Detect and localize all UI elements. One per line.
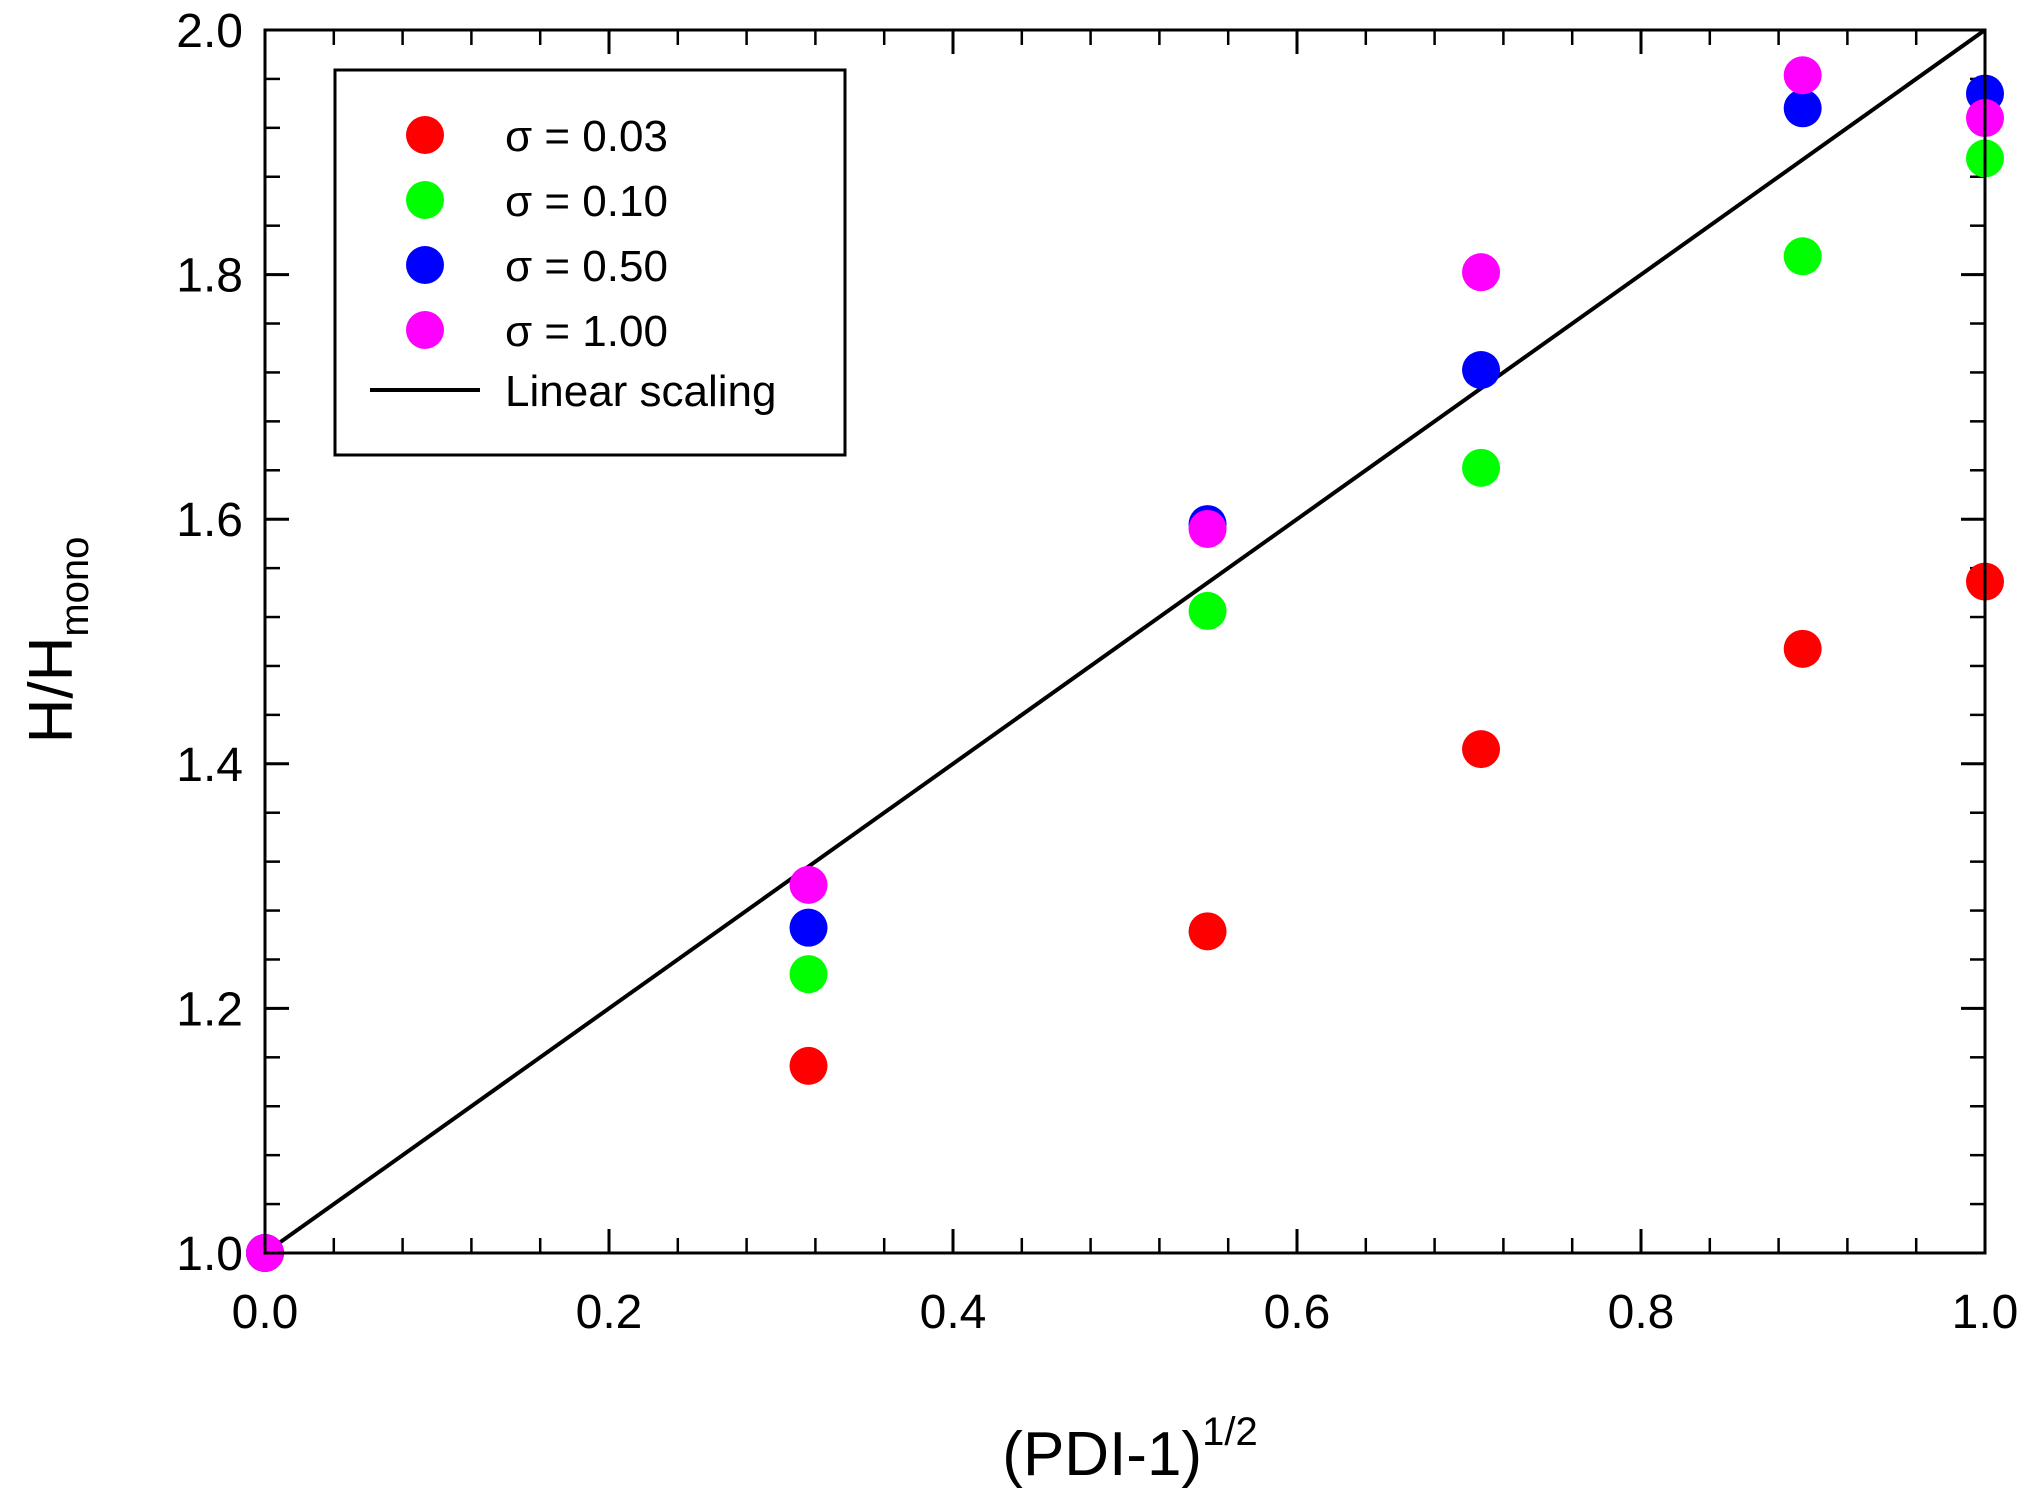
data-point-series-4 (1462, 253, 1501, 292)
data-point-series-1 (1783, 629, 1822, 668)
x-tick-label: 0.2 (576, 1286, 643, 1339)
data-points (246, 56, 2004, 1272)
x-tick-label: 0.8 (1608, 1286, 1675, 1339)
legend-entries: σ = 0.03 σ = 0.10 σ = 0.50 σ = 1.00 Linear s… (370, 112, 777, 416)
x-axis-title-sup: 1/2 (1202, 1410, 1258, 1454)
data-point-series-3 (789, 908, 828, 947)
data-point-series-3 (1462, 350, 1501, 389)
data-point-series-2 (1783, 237, 1822, 276)
legend-marker (406, 246, 444, 284)
y-tick-label: 1.8 (176, 250, 243, 303)
y-tick-label: 1.6 (176, 494, 243, 547)
plot-area-frame (263, 28, 1987, 1255)
x-tick-label: 1.0 (1952, 1286, 2019, 1339)
data-point-series-4 (1783, 56, 1822, 95)
y-tick-label: 1.0 (176, 1228, 243, 1281)
data-point-series-3 (1783, 89, 1822, 128)
x-tick-labels: 0.0 0.2 0.4 0.6 0.8 1.0 (232, 1286, 2019, 1339)
y-tick-label: 1.2 (176, 983, 243, 1036)
linear-scaling-line (263, 28, 1987, 1255)
legend-label: σ = 1.00 (505, 307, 668, 356)
data-point-series-2 (789, 955, 828, 994)
data-point-series-2 (1462, 448, 1501, 487)
legend-marker (406, 311, 444, 349)
legend-label: Linear scaling (505, 367, 777, 416)
legend-marker (406, 181, 444, 219)
x-tick-label: 0.0 (232, 1286, 299, 1339)
y-tick-label: 2.0 (176, 5, 243, 58)
data-point-series-1 (789, 1046, 828, 1085)
x-axis-title-base: (PDI-1) (1002, 1420, 1202, 1489)
x-tick-label: 0.6 (1264, 1286, 1331, 1339)
y-tick-labels: 1.0 1.2 1.4 1.6 1.8 2.0 (176, 5, 243, 1281)
legend-label: σ = 0.03 (505, 112, 668, 161)
legend: σ = 0.03 σ = 0.10 σ = 0.50 σ = 1.00 Linear s… (333, 68, 847, 457)
reference-line-layer (263, 28, 1987, 1255)
y-axis-title-sub: mono (53, 537, 97, 637)
legend-label: σ = 0.50 (505, 242, 668, 291)
legend-label: σ = 0.10 (505, 177, 668, 226)
data-point-series-4 (789, 865, 828, 904)
data-point-series-2 (1188, 591, 1227, 630)
data-point-series-4 (1188, 509, 1227, 548)
y-tick-label: 1.4 (176, 739, 243, 792)
x-axis-title: (PDI-1)1/2 (1002, 1410, 1257, 1489)
data-point-series-1 (1188, 912, 1227, 951)
data-point-series-1 (1462, 730, 1501, 769)
x-tick-label: 0.4 (920, 1286, 987, 1339)
y-axis-title: H/Hmono (17, 537, 97, 744)
legend-marker (406, 116, 444, 154)
y-axis-title-base: H/H (17, 637, 86, 744)
